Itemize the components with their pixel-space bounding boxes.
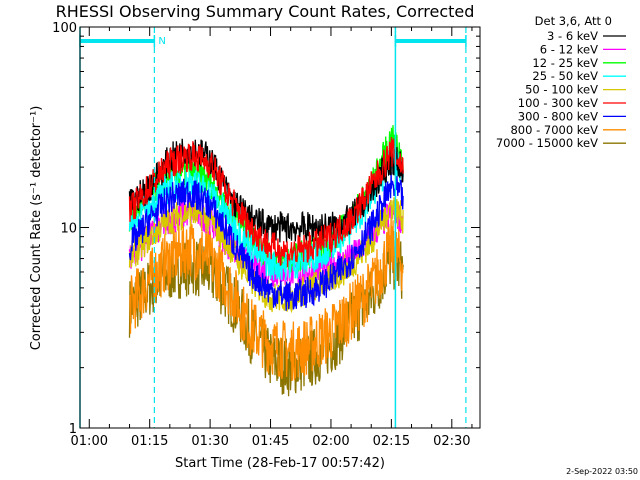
legend-entry-7: 800 - 7000 keV [510,123,598,137]
axes: 01:00 01:15 01:30 01:45 02:00 02:15 02:30 1 10 10… [52,21,481,449]
legend-entry-8: 7000 - 15000 keV [496,136,598,150]
series-line-5 [128,137,404,268]
x-tick-label-2: 01:30 [191,434,228,449]
y-tick-label-2: 100 [52,21,77,36]
series-line-4 [128,197,404,314]
plot-area [128,125,404,397]
x-axis-label: Start Time (28-Feb-17 00:57:42) [175,456,385,471]
timestamp: 2-Sep-2022 03:50 [566,467,638,476]
y-tick-label-1: 10 [60,222,77,237]
x-tick-label-3: 01:45 [252,434,289,449]
x-tick-label-1: 01:15 [131,434,168,449]
x-tick-label-0: 01:00 [71,434,108,449]
legend-entry-6: 300 - 800 keV [518,109,598,123]
legend-entry-4: 50 - 100 keV [525,83,598,97]
legend-entry-5: 100 - 300 keV [518,96,598,110]
y-tick-label-0: 1 [69,422,77,437]
chart-title: RHESSI Observing Summary Count Rates, Co… [56,2,475,21]
y-axis-label: Corrected Count Rate (s⁻¹ detector⁻¹) [29,106,44,351]
legend-title: Det 3,6, Att 0 [535,14,612,28]
legend-entry-2: 12 - 25 keV [532,56,598,70]
legend-entry-0: 3 - 6 keV [547,29,598,43]
x-tick-label-5: 02:15 [373,434,410,449]
series-line-0 [128,138,404,243]
legend-entry-3: 25 - 50 keV [532,69,598,83]
series-line-6 [128,171,404,311]
x-tick-label-4: 02:00 [312,434,349,449]
series-line-7 [129,217,404,382]
legend-entry-1: 6 - 12 keV [540,42,598,56]
x-tick-label-6: 02:30 [433,434,470,449]
night-label: N [158,36,165,47]
